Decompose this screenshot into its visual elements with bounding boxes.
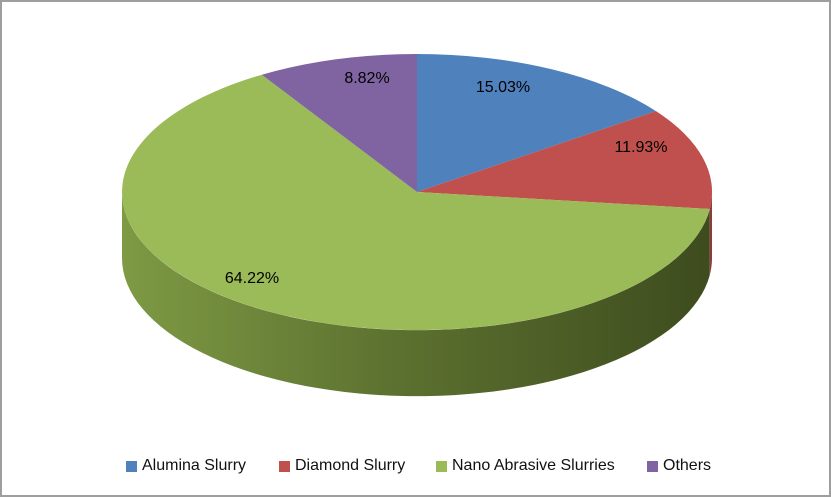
- legend-swatch-others: [647, 460, 658, 472]
- pie-label-diamond-slurry: 11.93%: [614, 139, 667, 156]
- legend-item-others: Others: [647, 457, 711, 475]
- legend-label-alumina-slurry: Alumina Slurry: [142, 457, 247, 474]
- legend-label-nano-abrasive-slurries: Nano Abrasive Slurries: [452, 457, 615, 474]
- pie-label-others: 8.82%: [344, 70, 389, 87]
- pie-label-nano-abrasive-slurries: 64.22%: [225, 270, 279, 287]
- legend-item-alumina-slurry: Alumina Slurry: [126, 457, 246, 475]
- legend-item-diamond-slurry: Diamond Slurry: [279, 457, 405, 475]
- legend-label-diamond-slurry: Diamond Slurry: [295, 457, 406, 474]
- pie-slice-alumina-slurry: [417, 54, 656, 192]
- pie-slice-nano-abrasive-slurries: [122, 74, 710, 331]
- pie-slice-diamond-slurry: [417, 111, 713, 209]
- legend-swatch-diamond-slurry: [279, 460, 290, 472]
- chart-legend: Alumina Slurry Diamond Slurry Nano Abras…: [2, 457, 829, 477]
- pie-label-alumina-slurry: 15.03%: [476, 79, 530, 96]
- pie-side-diamond-slurry: [709, 192, 713, 275]
- legend-swatch-alumina-slurry: [126, 460, 137, 472]
- legend-item-nano-abrasive-slurries: Nano Abrasive Slurries: [436, 457, 615, 475]
- legend-label-others: Others: [663, 457, 712, 474]
- pie-slice-others: [261, 54, 417, 192]
- pie-side-nano-abrasive-slurries: [121, 192, 710, 397]
- legend-swatch-nano-abrasive-slurries: [436, 460, 447, 472]
